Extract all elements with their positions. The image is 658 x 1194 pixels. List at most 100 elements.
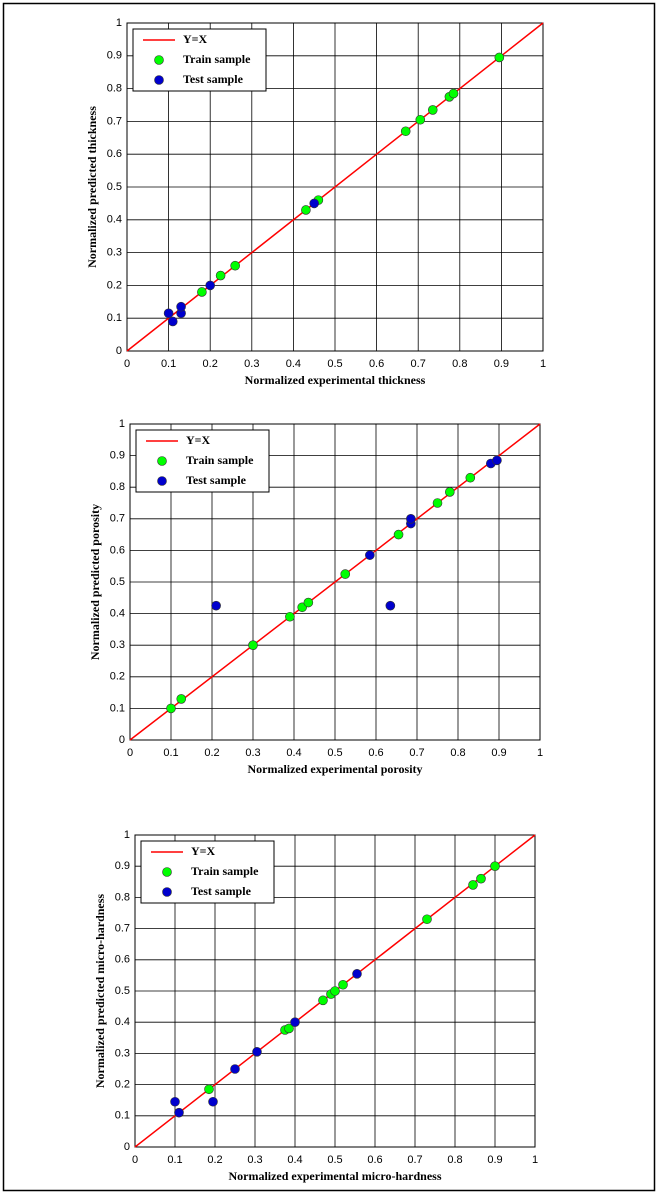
point bbox=[330, 986, 340, 996]
y-tick-label: 0.6 bbox=[107, 148, 122, 160]
point bbox=[215, 270, 226, 281]
y-tick-label: 1 bbox=[116, 17, 122, 29]
x-tick-label: 0.4 bbox=[286, 747, 301, 759]
x-tick-label: 0.5 bbox=[327, 747, 342, 759]
y-tick-label: 0.6 bbox=[115, 954, 130, 966]
point bbox=[400, 126, 411, 137]
x-tick-label: 0.6 bbox=[367, 1154, 382, 1166]
legend-label: Y=X bbox=[183, 32, 208, 46]
x-tick-label: 0.5 bbox=[327, 1154, 342, 1166]
point bbox=[352, 969, 362, 979]
point bbox=[176, 694, 187, 704]
point bbox=[432, 498, 443, 508]
point bbox=[230, 1064, 240, 1074]
point bbox=[167, 316, 178, 327]
x-tick-label: 0 bbox=[132, 1154, 138, 1166]
point bbox=[385, 600, 396, 611]
point bbox=[211, 600, 221, 611]
point bbox=[176, 301, 186, 312]
legend-marker bbox=[154, 55, 164, 65]
x-tick-label: 0.9 bbox=[491, 747, 506, 759]
y-axis-label: Normalized predicted micro-hardness bbox=[93, 894, 107, 1089]
x-tick-label: 0.8 bbox=[450, 747, 465, 759]
legend-marker bbox=[154, 75, 164, 85]
point bbox=[393, 529, 404, 540]
x-tick-label: 0.1 bbox=[167, 1154, 182, 1166]
point bbox=[492, 455, 502, 466]
x-tick-label: 1 bbox=[537, 747, 543, 759]
x-tick-label: 0.2 bbox=[204, 747, 219, 759]
legend-label: Y=X bbox=[186, 433, 211, 447]
y-tick-label: 0.4 bbox=[107, 214, 122, 226]
x-tick-label: 0.2 bbox=[203, 358, 218, 370]
y-tick-label: 0.8 bbox=[110, 481, 125, 493]
x-tick-label: 0 bbox=[124, 358, 130, 370]
legend-label: Y=X bbox=[191, 844, 216, 858]
legend-label: Train sample bbox=[191, 864, 259, 878]
point bbox=[204, 1084, 214, 1095]
x-tick-label: 0.4 bbox=[287, 1154, 302, 1166]
point bbox=[415, 114, 426, 125]
x-axis-label: Normalized experimental thickness bbox=[245, 373, 426, 387]
y-tick-label: 0.8 bbox=[115, 891, 130, 903]
point bbox=[448, 88, 459, 99]
y-tick-label: 0.7 bbox=[110, 513, 125, 525]
y-tick-label: 0.8 bbox=[107, 83, 122, 95]
y-tick-label: 0.5 bbox=[115, 985, 130, 997]
x-tick-label: 0.6 bbox=[369, 358, 384, 370]
point bbox=[427, 105, 438, 115]
point bbox=[248, 640, 258, 651]
point bbox=[208, 1096, 218, 1107]
y-tick-label: 0.3 bbox=[107, 247, 122, 259]
y-tick-label: 0.2 bbox=[115, 1079, 130, 1091]
y-tick-label: 1 bbox=[124, 829, 130, 841]
y-tick-label: 0.5 bbox=[110, 576, 125, 588]
y-tick-label: 0.4 bbox=[115, 1016, 130, 1028]
y-tick-label: 0.7 bbox=[107, 115, 122, 127]
point bbox=[166, 703, 176, 714]
y-tick-label: 0.2 bbox=[107, 279, 122, 291]
point bbox=[290, 1017, 300, 1028]
x-tick-label: 0.3 bbox=[245, 747, 260, 759]
x-tick-label: 0.7 bbox=[411, 358, 426, 370]
point bbox=[230, 260, 240, 271]
x-tick-label: 0.1 bbox=[163, 747, 178, 759]
y-tick-label: 0 bbox=[116, 345, 122, 357]
y-tick-label: 0.1 bbox=[115, 1110, 130, 1122]
x-tick-label: 0.3 bbox=[244, 358, 259, 370]
point bbox=[170, 1096, 180, 1107]
legend-marker bbox=[162, 887, 172, 897]
point bbox=[197, 287, 207, 297]
y-tick-label: 0.1 bbox=[107, 312, 122, 324]
x-tick-label: 0.7 bbox=[407, 1154, 422, 1166]
y-tick-label: 0.2 bbox=[110, 671, 125, 683]
y-tick-label: 1 bbox=[119, 418, 125, 430]
y-tick-label: 0.3 bbox=[110, 639, 125, 651]
point bbox=[309, 198, 320, 209]
y-tick-label: 0 bbox=[119, 734, 125, 746]
legend-label: Train sample bbox=[186, 453, 254, 467]
y-tick-label: 0.6 bbox=[110, 544, 125, 556]
point bbox=[174, 1107, 184, 1118]
x-tick-label: 0 bbox=[127, 747, 133, 759]
point bbox=[163, 308, 174, 319]
y-tick-label: 0.9 bbox=[107, 50, 122, 62]
x-tick-label: 0.9 bbox=[487, 1154, 502, 1166]
x-axis-label: Normalized experimental porosity bbox=[247, 762, 422, 776]
point bbox=[338, 979, 348, 990]
x-tick-label: 0.9 bbox=[494, 358, 509, 370]
x-tick-label: 0.6 bbox=[368, 747, 383, 759]
y-tick-label: 0.4 bbox=[110, 608, 125, 620]
x-tick-label: 0.5 bbox=[327, 358, 342, 370]
legend-marker bbox=[157, 456, 167, 466]
y-tick-label: 0.9 bbox=[110, 450, 125, 462]
point bbox=[494, 52, 505, 63]
y-tick-label: 0.5 bbox=[107, 181, 122, 193]
point bbox=[301, 205, 311, 215]
point bbox=[205, 280, 215, 291]
x-tick-label: 0.7 bbox=[409, 747, 424, 759]
legend-label: Test sample bbox=[186, 473, 247, 487]
